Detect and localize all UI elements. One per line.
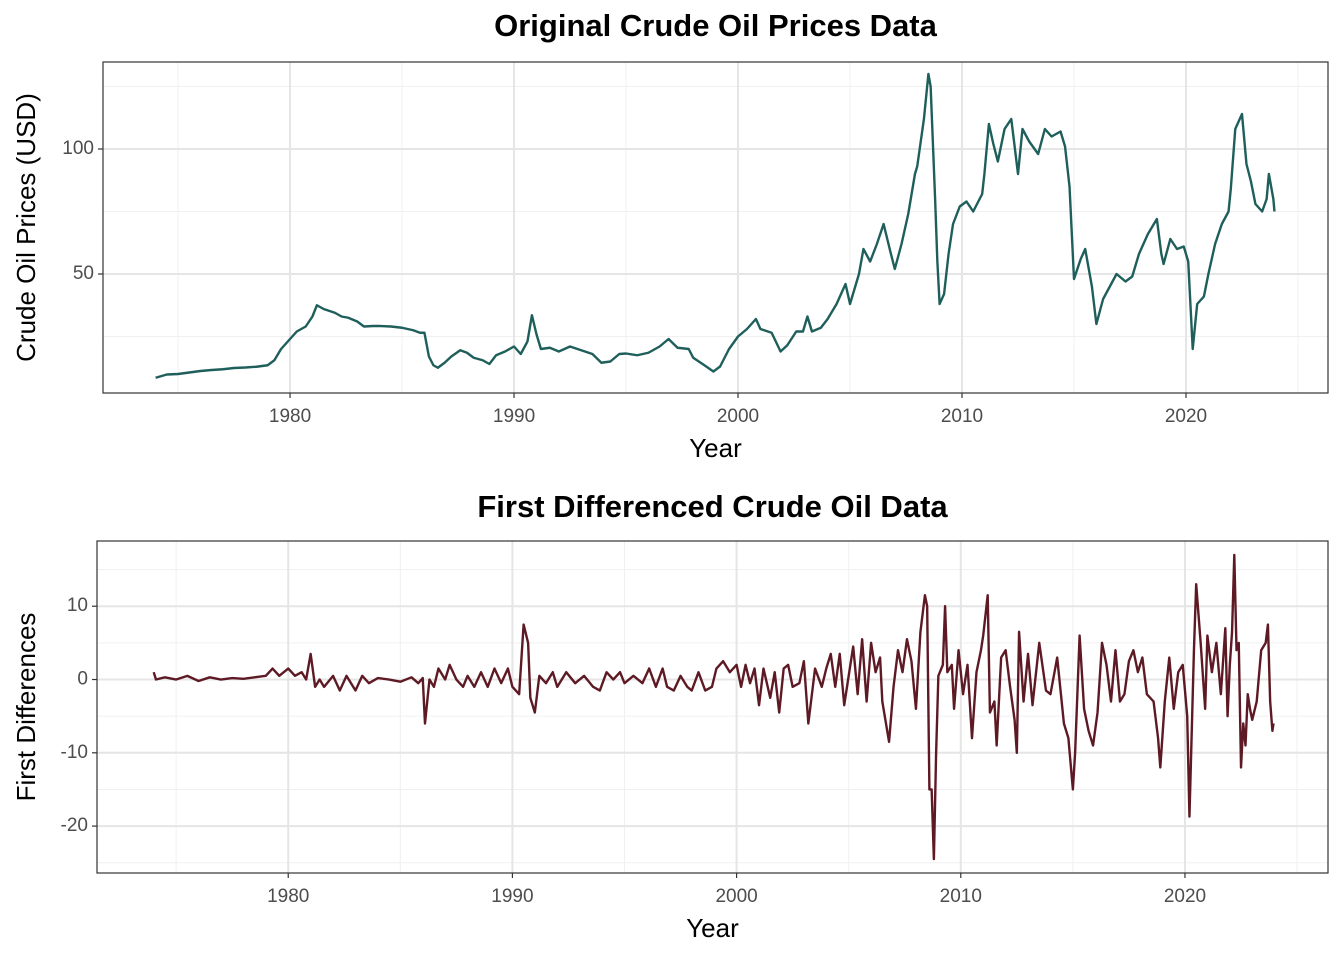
x-tick-label: 2000 [717, 406, 759, 427]
y-axis-label: Crude Oil Prices (USD) [11, 93, 41, 362]
x-tick-label: 1990 [493, 406, 535, 427]
x-tick-label: 2010 [940, 886, 982, 907]
x-tick-label: 2010 [941, 406, 983, 427]
y-tick-label: 10 [67, 595, 88, 616]
x-tick-label: 1980 [269, 406, 311, 427]
x-axis-label: Year [686, 913, 739, 943]
y-tick-label: 50 [73, 263, 94, 284]
x-tick-label: 1990 [491, 886, 533, 907]
x-tick-label: 2000 [715, 886, 757, 907]
data-line [152, 553, 1275, 861]
x-axis-label: Year [689, 433, 742, 463]
x-tick-label: 1980 [267, 886, 309, 907]
panel-border [96, 540, 1329, 874]
y-axis-label: First Differences [11, 613, 41, 802]
y-tick-label: 100 [62, 138, 94, 159]
chart-title: Original Crude Oil Prices Data [494, 8, 938, 43]
y-tick-label: -10 [61, 742, 88, 763]
y-tick-label: -20 [61, 815, 88, 836]
panel-border [102, 61, 1329, 394]
x-tick-label: 2020 [1165, 406, 1207, 427]
chart-title: First Differenced Crude Oil Data [477, 489, 948, 524]
x-tick-label: 2020 [1164, 886, 1206, 907]
y-tick-label: 0 [77, 669, 88, 690]
data-line [155, 72, 1276, 379]
